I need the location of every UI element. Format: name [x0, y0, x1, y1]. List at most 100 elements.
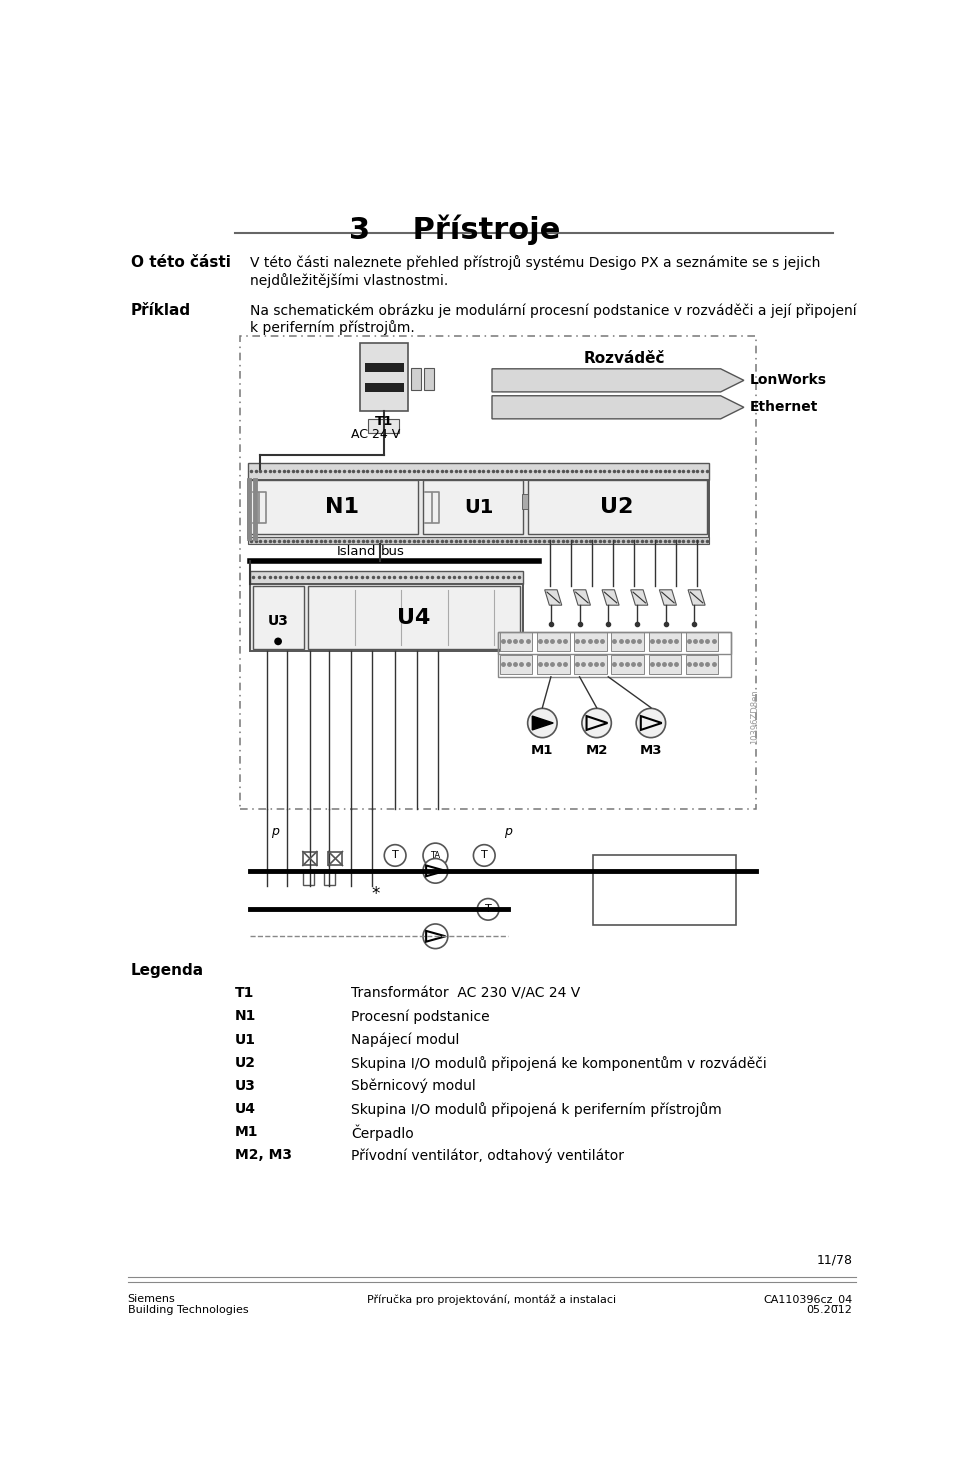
Text: nejdůležitějšími vlastnostmi.: nejdůležitějšími vlastnostmi.	[251, 273, 448, 288]
Text: Čerpadlo: Čerpadlo	[351, 1125, 414, 1141]
Bar	[537, 633, 569, 652]
Text: U4: U4	[397, 608, 431, 627]
Text: Island: Island	[336, 545, 375, 559]
Text: M3: M3	[639, 744, 662, 757]
Text: AC 24 V: AC 24 V	[351, 428, 400, 442]
Circle shape	[528, 708, 557, 738]
Text: Příklad: Příklad	[131, 304, 191, 319]
Bar	[423, 480, 523, 535]
Bar	[308, 585, 520, 649]
Bar	[248, 480, 709, 538]
Text: Napájecí modul: Napájecí modul	[351, 1033, 459, 1048]
Text: 10396ZD8en: 10396ZD8en	[750, 689, 759, 744]
Polygon shape	[631, 590, 648, 605]
Bar	[649, 655, 681, 674]
Text: 11/78: 11/78	[816, 1254, 852, 1267]
Bar	[574, 633, 607, 652]
Text: 05.2012: 05.2012	[806, 1306, 852, 1315]
Bar	[251, 480, 419, 535]
Polygon shape	[602, 590, 619, 605]
Circle shape	[473, 845, 495, 865]
Text: T: T	[481, 851, 488, 861]
Polygon shape	[573, 590, 590, 605]
Bar	[498, 633, 731, 677]
Bar	[612, 633, 644, 652]
Text: Přívodní ventilátor, odtahový ventilátor: Přívodní ventilátor, odtahový ventilátor	[351, 1149, 624, 1162]
Text: Procesní podstanice: Procesní podstanice	[351, 1009, 490, 1024]
Bar	[522, 494, 528, 508]
Text: U3: U3	[268, 615, 289, 628]
Text: U3: U3	[234, 1079, 255, 1092]
Text: M2, M3: M2, M3	[234, 1149, 292, 1162]
Bar	[537, 655, 569, 674]
Bar	[365, 382, 403, 391]
Text: N1: N1	[325, 498, 359, 517]
Polygon shape	[532, 716, 553, 731]
Text: p: p	[504, 824, 512, 837]
Text: Skupina I/O modulů připojená ke komponentům v rozváděči: Skupina I/O modulů připojená ke komponen…	[351, 1055, 767, 1070]
Text: Rozváděč: Rozváděč	[584, 351, 665, 366]
Bar	[251, 584, 523, 652]
Bar	[240, 336, 756, 809]
Polygon shape	[492, 369, 744, 391]
Bar	[365, 363, 403, 372]
Text: T: T	[485, 904, 492, 914]
Text: N1: N1	[234, 1009, 256, 1024]
Bar	[500, 633, 532, 652]
Bar	[423, 368, 434, 390]
Bar	[498, 633, 731, 654]
Bar	[360, 344, 408, 411]
Bar	[412, 368, 421, 390]
Text: U2: U2	[234, 1055, 255, 1070]
Bar	[500, 655, 532, 674]
Bar	[649, 633, 681, 652]
Text: T: T	[392, 851, 398, 861]
Bar	[528, 480, 707, 535]
Text: O této části: O této části	[131, 255, 230, 270]
Bar	[248, 536, 709, 544]
Bar	[685, 633, 718, 652]
Text: TA: TA	[430, 851, 441, 860]
Polygon shape	[492, 396, 744, 419]
Bar	[328, 852, 343, 865]
Polygon shape	[660, 590, 677, 605]
Text: M1: M1	[234, 1125, 258, 1140]
Circle shape	[275, 637, 282, 645]
Text: U2: U2	[600, 498, 634, 517]
Bar	[303, 852, 317, 865]
Text: Na schematickém obrázku je modulární procesní podstanice v rozváděči a její přip: Na schematickém obrázku je modulární pro…	[251, 304, 857, 317]
Text: k periferním přístrojům.: k periferním přístrojům.	[251, 320, 415, 335]
Text: U4: U4	[234, 1101, 255, 1116]
Circle shape	[423, 858, 447, 883]
Text: U1: U1	[234, 1033, 255, 1046]
Bar	[248, 462, 709, 480]
Circle shape	[423, 923, 447, 948]
Bar	[685, 655, 718, 674]
Text: M2: M2	[586, 744, 608, 757]
Circle shape	[423, 843, 447, 868]
Text: Sběrnicový modul: Sběrnicový modul	[351, 1079, 476, 1094]
Text: Transformátor  AC 230 V/AC 24 V: Transformátor AC 230 V/AC 24 V	[351, 987, 580, 1000]
Text: U1: U1	[465, 498, 493, 517]
Circle shape	[582, 708, 612, 738]
Text: Building Technologies: Building Technologies	[128, 1306, 249, 1315]
Text: V této části naleznete přehled přístrojů systému Desigo PX a seznámite se s jeji: V této části naleznete přehled přístrojů…	[251, 255, 821, 270]
Bar	[612, 655, 644, 674]
Text: p: p	[271, 824, 279, 837]
Text: M1: M1	[531, 744, 554, 757]
Text: Příručka pro projektování, montáž a instalaci: Příručka pro projektování, montáž a inst…	[368, 1294, 616, 1304]
Bar	[592, 855, 736, 925]
Bar	[251, 571, 523, 584]
Polygon shape	[544, 590, 562, 605]
Bar	[574, 655, 607, 674]
Text: Siemens: Siemens	[128, 1294, 176, 1304]
Circle shape	[477, 898, 499, 920]
Text: CA110396cz_04: CA110396cz_04	[763, 1294, 852, 1306]
Text: Ethernet: Ethernet	[750, 400, 818, 415]
Text: LonWorks: LonWorks	[750, 373, 827, 387]
Bar	[324, 871, 335, 885]
Bar	[252, 585, 303, 649]
Text: Skupina I/O modulů připojená k periferním přístrojům: Skupina I/O modulů připojená k periferní…	[351, 1101, 722, 1117]
Text: Legenda: Legenda	[131, 963, 204, 978]
Text: bus: bus	[381, 545, 405, 559]
